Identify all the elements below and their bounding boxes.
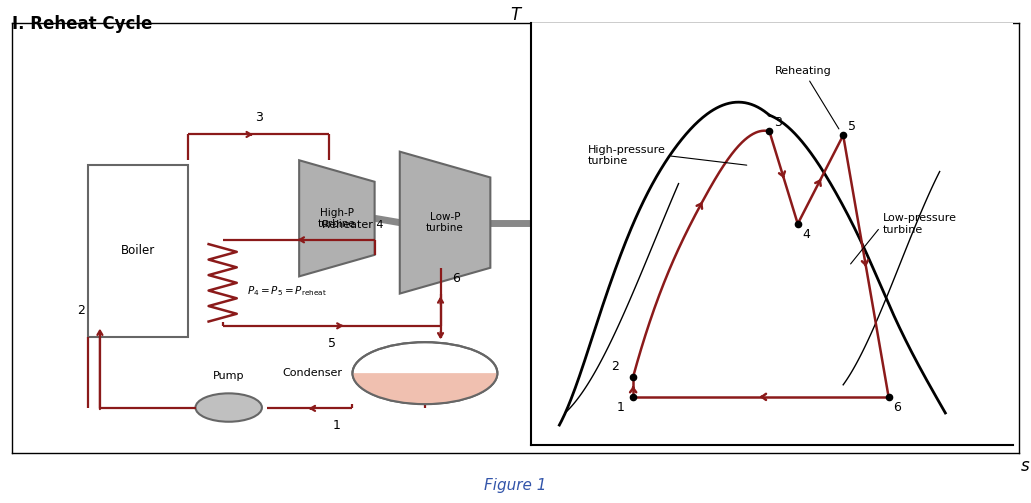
Text: High-P
turbine: High-P turbine xyxy=(318,208,356,229)
Text: 6: 6 xyxy=(453,272,461,285)
Text: High-pressure
turbine: High-pressure turbine xyxy=(588,145,746,166)
Text: 1: 1 xyxy=(617,401,625,414)
Text: 5: 5 xyxy=(328,337,336,350)
Text: Boiler: Boiler xyxy=(121,244,156,257)
Text: Figure 1: Figure 1 xyxy=(485,478,546,493)
Text: Condenser: Condenser xyxy=(282,368,342,378)
Text: 2: 2 xyxy=(611,360,619,373)
Circle shape xyxy=(536,211,593,235)
Text: Pump: Pump xyxy=(213,371,244,381)
Text: Low-pressure
turbine: Low-pressure turbine xyxy=(851,213,957,264)
Text: Reheater 4: Reheater 4 xyxy=(322,220,384,230)
Text: 5: 5 xyxy=(847,120,856,133)
Polygon shape xyxy=(400,152,491,294)
Text: $s$: $s$ xyxy=(1020,457,1030,475)
Circle shape xyxy=(196,393,262,422)
Text: I. Reheat Cycle: I. Reheat Cycle xyxy=(12,15,153,33)
Text: 1: 1 xyxy=(333,419,341,432)
Circle shape xyxy=(353,342,497,404)
Polygon shape xyxy=(353,373,497,404)
Text: 3: 3 xyxy=(255,111,263,124)
Text: 6: 6 xyxy=(893,401,901,414)
Text: $T$: $T$ xyxy=(510,6,524,24)
Text: Reheating: Reheating xyxy=(775,66,839,129)
Text: Low-P
turbine: Low-P turbine xyxy=(426,212,464,233)
Text: 3: 3 xyxy=(774,116,781,129)
Text: $P_4 = P_5 = P_{\rm reheat}$: $P_4 = P_5 = P_{\rm reheat}$ xyxy=(246,285,327,298)
Text: 4: 4 xyxy=(802,228,810,241)
Polygon shape xyxy=(299,160,374,276)
Text: 2: 2 xyxy=(77,304,85,317)
Bar xyxy=(88,164,189,337)
